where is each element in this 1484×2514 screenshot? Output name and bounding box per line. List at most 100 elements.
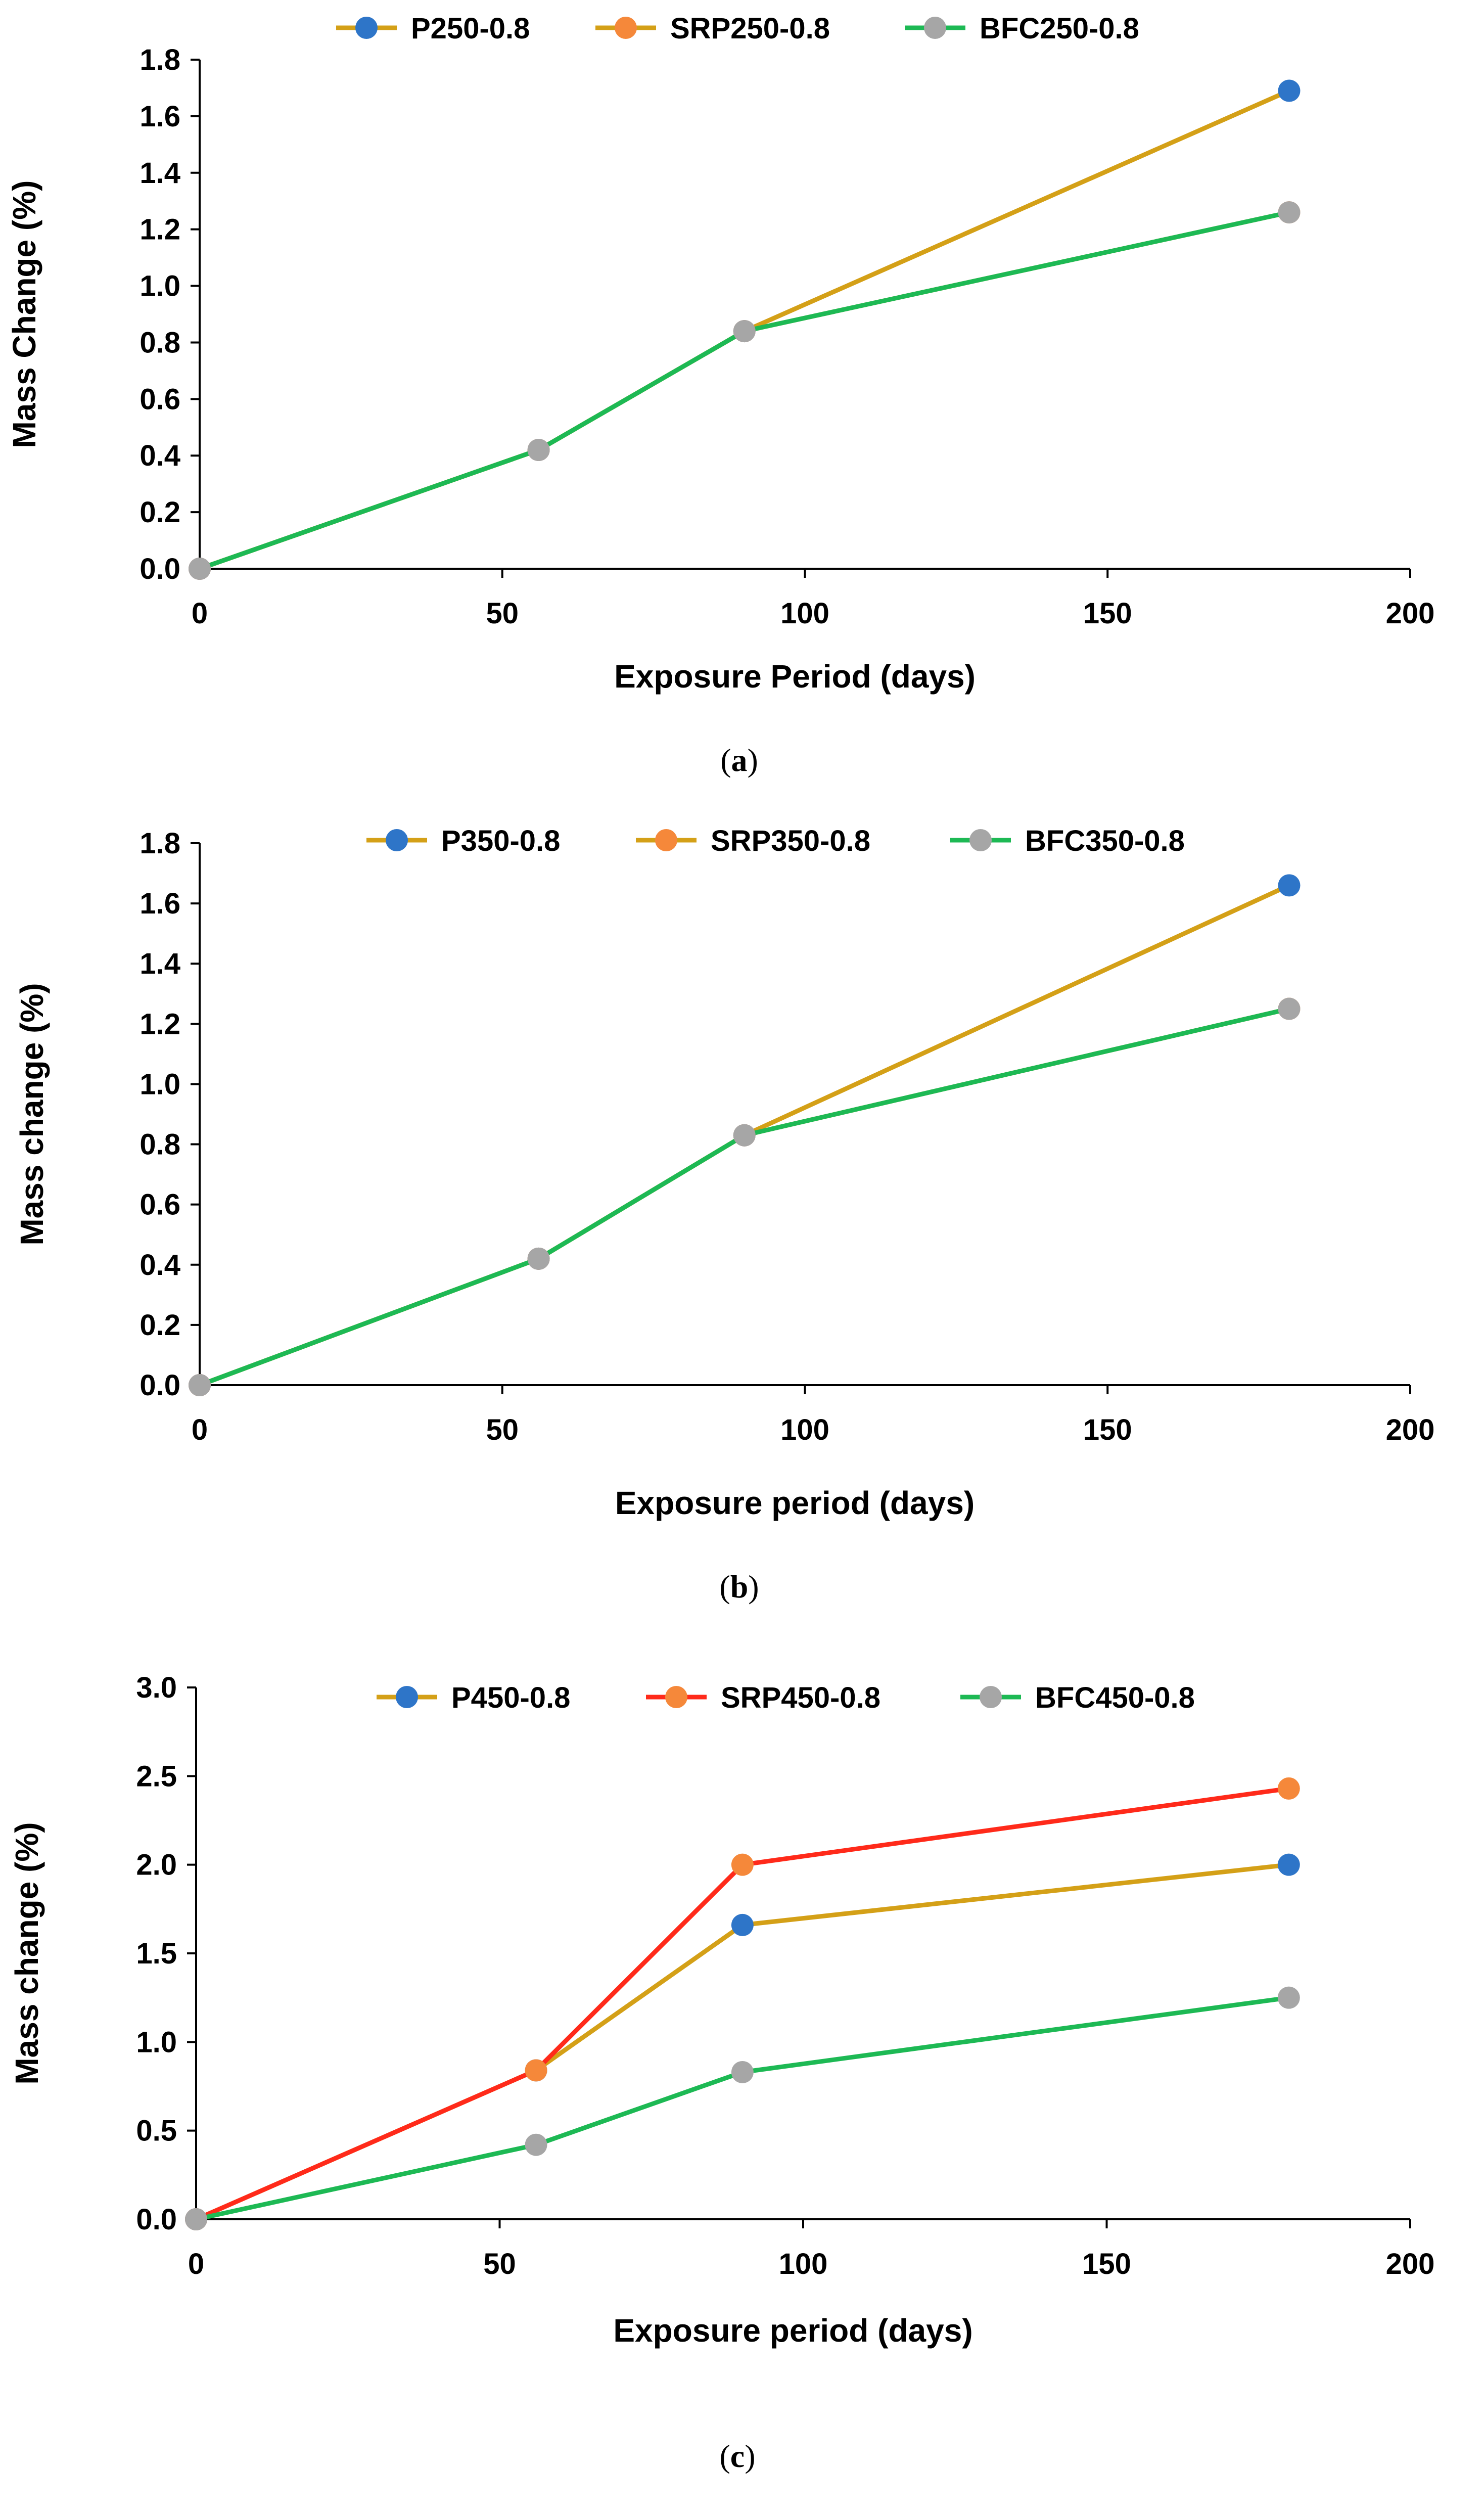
y-tick-label: 1.4 [140,947,180,980]
y-axis-title: Mass change (%) [9,1822,45,2084]
x-axis-title: Exposure period (days) [615,1485,975,1521]
y-tick-label: 2.0 [136,1849,177,1882]
legend-marker [386,829,408,851]
x-tick-label: 50 [483,2248,516,2280]
y-tick-label: 0.2 [140,496,180,529]
panel-caption-letter: b [730,1569,749,1605]
x-tick-label: 0 [192,597,208,630]
x-tick-label: 50 [486,1413,519,1446]
data-point-bfc250-0.8 [189,558,211,580]
panel-caption-letter: a [731,742,748,778]
data-point-bfc250-0.8 [1278,201,1301,224]
y-tick-label: 0.5 [136,2115,177,2147]
data-point-bfc450-0.8 [731,2061,754,2083]
y-axis-title: Mass Change (%) [6,180,42,448]
data-point-bfc450-0.8 [525,2133,547,2156]
legend-marker [665,1686,687,1708]
y-tick-label: 0.0 [140,553,180,585]
y-tick-label: 0.0 [140,1369,180,1402]
y-tick-label: 2.5 [136,1760,177,1793]
y-tick-label: 1.2 [140,213,180,246]
data-point-srp450-0.8 [525,2059,547,2082]
x-tick-label: 150 [1083,1413,1132,1446]
chart-b-svg: 0.0 0.2 0.4 0.6 0.8 1.0 1.2 1.4 1.6 1.8 0 50 100 150 2… [14,825,1435,1605]
chart-panel-a: 0.0 0.2 0.4 0.6 0.8 1.0 1.2 1.4 1.6 1.8 0 50 100 150 2… [0,0,1484,809]
data-point-p450-0.8 [1277,1853,1300,1876]
legend-label: SRP350-0.8 [711,825,870,857]
y-tick-label: 1.0 [136,2026,177,2059]
series-line-bfc450-0.8 [194,1995,1291,2222]
x-tick-label: 200 [1386,1413,1435,1446]
y-tick-label: 1.2 [140,1008,180,1040]
panel-caption: (b) [719,1569,759,1605]
legend-marker [655,829,677,851]
legend-label: P350-0.8 [441,825,560,857]
y-tick-label: 1.5 [136,1937,177,1970]
chart-panel-c: 0.0 0.5 1.0 1.5 2.0 2.5 3.0 0 50 100 150 200 Exposur… [0,1648,1484,2514]
data-point-bfc350-0.8 [733,1124,756,1147]
series-line-srp450-0.8 [194,1786,1291,2222]
series-line-srp350-0.8 [197,1007,1291,1388]
legend-marker [355,17,378,39]
legend-marker [969,829,992,851]
data-point-srp450-0.8 [1277,1777,1300,1800]
y-tick-label: 1.8 [140,43,180,76]
y-tick-label: 0.2 [140,1309,180,1342]
panel-caption: (a) [720,742,758,778]
data-point-bfc350-0.8 [527,1247,550,1270]
legend-marker [615,17,637,39]
y-tick-label: 1.4 [140,157,180,190]
legend-label: P450-0.8 [451,1681,570,1714]
x-tick-label: 50 [486,597,519,630]
x-tick-label: 150 [1082,2248,1131,2280]
legend-marker [980,1686,1002,1708]
y-tick-label: 0.6 [140,1189,180,1221]
series-line-bfc250-0.8 [197,210,1291,571]
y-tick-label: 1.8 [140,827,180,860]
data-point-bfc350-0.8 [1278,997,1301,1020]
legend-marker [924,17,946,39]
y-tick-label: 3.0 [136,1671,177,1704]
x-tick-label: 0 [188,2248,204,2280]
legend-label: SRP250-0.8 [670,12,830,45]
legend-label: P250-0.8 [411,12,530,45]
y-tick-label: 1.6 [140,100,180,133]
data-point-bfc250-0.8 [733,320,756,343]
legend-label: BFC250-0.8 [980,12,1139,45]
data-point-bfc250-0.8 [527,439,550,462]
y-tick-label: 0.8 [140,326,180,359]
y-tick-label: 0.4 [140,439,180,472]
x-tick-label: 150 [1083,597,1132,630]
chart-c-svg: 0.0 0.5 1.0 1.5 2.0 2.5 3.0 0 50 100 150 200 Exposur… [9,1671,1435,2474]
legend-label: BFC450-0.8 [1035,1681,1195,1714]
chart-a-svg: 0.0 0.2 0.4 0.6 0.8 1.0 1.2 1.4 1.6 1.8 0 50 100 150 2… [6,12,1435,778]
y-tick-label: 1.0 [140,1068,180,1101]
data-point-p250-0.8 [1278,79,1301,102]
legend-marker [396,1686,418,1708]
y-tick-label: 0.8 [140,1128,180,1161]
data-point-bfc450-0.8 [1277,1986,1300,2009]
data-point-p450-0.8 [731,1913,754,1936]
data-point-bfc450-0.8 [185,2208,207,2230]
y-tick-label: 0.0 [136,2203,177,2236]
panel-caption: (c) [719,2438,755,2474]
series-line-srp250-0.8 [197,210,1291,571]
y-tick-label: 1.0 [140,270,180,303]
legend-label: BFC350-0.8 [1025,825,1185,857]
data-point-srp450-0.8 [731,1853,754,1876]
legend-label: SRP450-0.8 [721,1681,880,1714]
x-tick-label: 200 [1386,2248,1435,2280]
x-tick-label: 100 [779,2248,828,2280]
x-tick-label: 200 [1386,597,1435,630]
x-axis-title: Exposure period (days) [613,2312,972,2349]
y-tick-label: 1.6 [140,887,180,920]
chart-panel-b: 0.0 0.2 0.4 0.6 0.8 1.0 1.2 1.4 1.6 1.8 0 50 100 150 2… [0,809,1484,1648]
data-point-p350-0.8 [1278,874,1301,897]
y-axis-title: Mass change (%) [14,983,50,1245]
x-tick-label: 100 [780,1413,829,1446]
x-tick-label: 100 [780,597,829,630]
data-point-bfc350-0.8 [189,1374,211,1396]
x-axis-title: Exposure Period (days) [614,658,976,695]
y-tick-label: 0.6 [140,383,180,416]
x-tick-label: 0 [192,1413,208,1446]
